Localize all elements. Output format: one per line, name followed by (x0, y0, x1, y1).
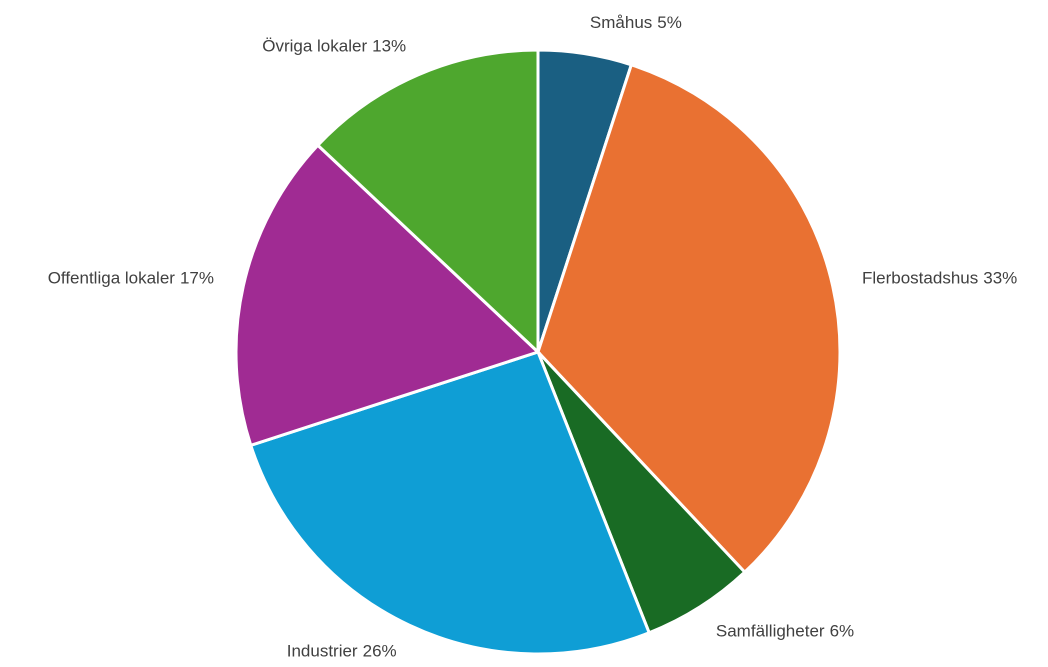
value-label: 13% (372, 37, 406, 56)
slice-label: Industrier 26% (287, 642, 397, 661)
category-label: Flerbostadshus (862, 269, 978, 288)
category-label: Industrier (287, 642, 358, 661)
value-label: 17% (180, 269, 214, 288)
category-label: Offentliga lokaler (48, 269, 176, 288)
slice-label: Flerbostadshus 33% (862, 269, 1017, 288)
category-label: Samfälligheter (716, 622, 825, 641)
value-label: 6% (830, 622, 855, 641)
pie-slice (234, 143, 541, 448)
slice-label: Samfälligheter 6% (716, 622, 854, 641)
pie-slice (315, 48, 540, 356)
value-label: 26% (363, 642, 397, 661)
slice-label: Offentliga lokaler 17% (48, 269, 214, 288)
pie-slice (248, 350, 652, 656)
category-label: Småhus (590, 14, 652, 33)
slice-label: Småhus 5% (590, 14, 682, 33)
slice-label: Övriga lokaler 13% (262, 37, 406, 56)
category-label: Övriga lokaler (262, 37, 367, 56)
pie-slice (536, 62, 842, 575)
value-label: 5% (657, 14, 682, 33)
value-label: 33% (983, 269, 1017, 288)
